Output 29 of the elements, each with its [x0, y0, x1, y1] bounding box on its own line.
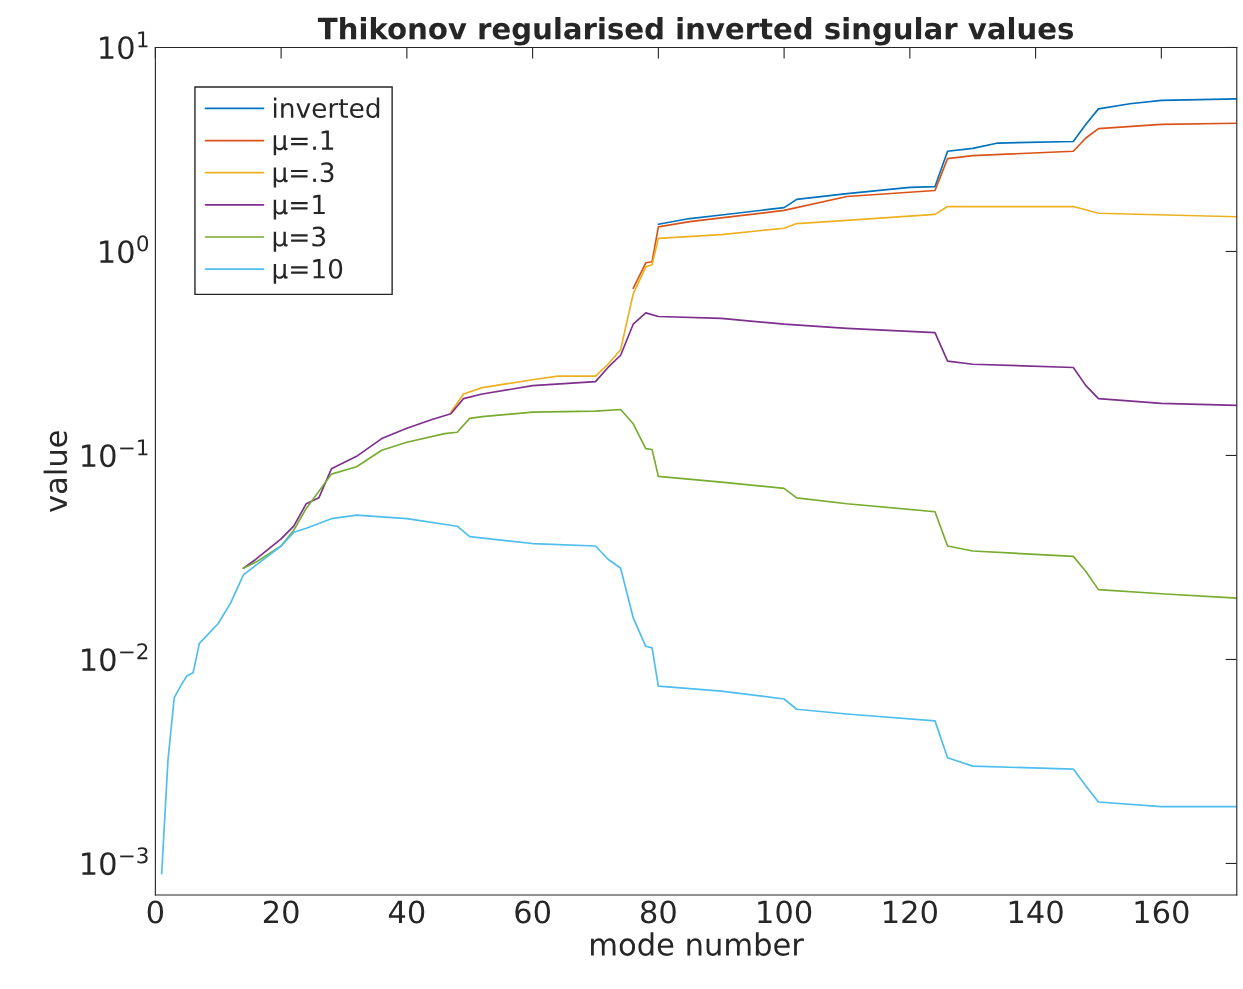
x-tick-label: 60 — [515, 900, 551, 924]
legend-label: μ=10 — [273, 258, 343, 284]
x-axis-title: mode number — [591, 932, 804, 956]
x-tick-label: 0 — [147, 900, 164, 924]
y-tick-label: 10$^{−3}$ — [82, 847, 148, 876]
x-tick-label: 160 — [1135, 900, 1189, 924]
x-tick-label: 140 — [1009, 900, 1063, 924]
y-tick-label: 10$^{−2}$ — [82, 643, 148, 672]
chart-title: Thikonov regularised inverted singular values — [317, 16, 1074, 46]
legend-label: μ=1 — [273, 194, 325, 220]
x-tick-label: 40 — [388, 900, 425, 924]
legend-label: μ=.3 — [273, 162, 334, 188]
legend-label: μ=.1 — [273, 130, 334, 156]
y-tick-label: 10$^{0}$ — [100, 235, 149, 264]
line-series — [450, 205, 1237, 414]
line-series — [632, 122, 1237, 290]
x-tick-label: 20 — [263, 900, 299, 924]
line-series — [242, 312, 1237, 570]
x-tick-label: 80 — [640, 900, 676, 924]
line-series — [242, 408, 1237, 599]
line-series — [657, 98, 1237, 226]
y-tick-label: 10$^{1}$ — [100, 31, 148, 60]
line-series — [160, 514, 1237, 875]
legend-label: inverted — [273, 97, 380, 119]
y-axis-title: value — [43, 431, 68, 513]
x-tick-label: 120 — [884, 900, 937, 924]
x-tick-label: 100 — [758, 900, 812, 924]
legend-label: μ=3 — [273, 226, 326, 252]
y-tick-label: 10$^{−1}$ — [82, 439, 148, 468]
